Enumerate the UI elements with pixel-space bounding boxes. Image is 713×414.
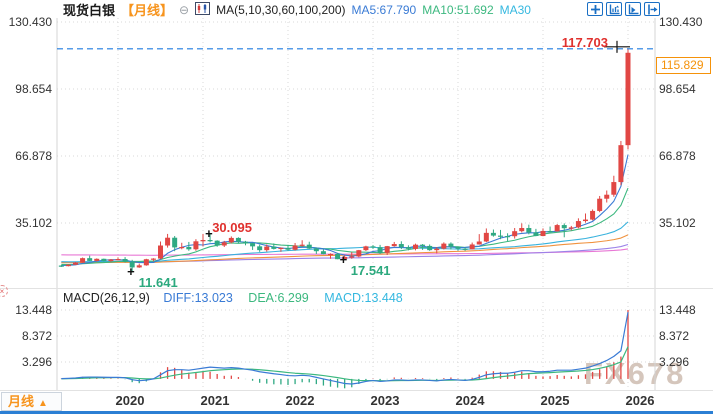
high-price-annotation: 117.703 [561, 34, 608, 50]
ma-settings-label: MA(5,10,30,60,100,200) [216, 2, 346, 17]
macd-axis-label-right: 13.448 [659, 303, 696, 318]
y-axis-label-right: 98.654 [659, 81, 696, 96]
x-axis-label: 2021 [200, 393, 230, 408]
y-axis-label-left: 98.654 [15, 81, 52, 96]
macd-indicator-label[interactable]: MACD(26,12,9) [63, 291, 150, 305]
axis-zoom-in-button[interactable] [606, 2, 622, 16]
macd-dea-value: DEA:6.299 [248, 291, 309, 305]
kline-style-icon[interactable] [195, 1, 211, 18]
extreme-point-marker: + [339, 251, 348, 267]
macd-axis-label-right: 3.296 [659, 355, 690, 370]
last-price-tag: 115.829 [656, 56, 711, 74]
x-axis-label: 2024 [455, 393, 485, 408]
macd-macd-value: MACD:13.448 [324, 291, 403, 305]
indicator-settings-icon[interactable]: ⊖ [179, 2, 190, 17]
period-selector[interactable]: 月线 ▲ [1, 392, 62, 411]
y-axis-label-right: 130.430 [659, 15, 703, 29]
y-axis-label-right: 35.102 [659, 215, 696, 230]
indicator-handle-icon[interactable]: × [0, 285, 8, 297]
macd-axis-label-left: 3.296 [21, 355, 52, 370]
trough-annotation: 17.541 [350, 262, 391, 278]
x-axis-label: 2026 [625, 393, 655, 408]
ma30-value: MA30 [499, 2, 531, 17]
x-axis-label: 2025 [540, 393, 570, 408]
ma10-value: MA10:51.692 [422, 2, 494, 17]
extreme-point-marker: + [205, 225, 213, 241]
axis-zoom-out-button[interactable] [625, 2, 641, 16]
symbol-title: 现货白银 [63, 3, 116, 18]
macd-axis-label-left: 13.448 [15, 303, 52, 318]
chart-header: 现货白银 【月线】 ⊖ MA(5,10,30,60,100,200) MA5:6… [63, 1, 531, 18]
macd-diff-value: DIFF:13.023 [163, 291, 233, 305]
pan-right-button[interactable] [644, 2, 660, 16]
bottom-border [0, 411, 713, 414]
ma5-value: MA5:67.790 [351, 2, 417, 17]
y-axis-label-left: 130.430 [8, 15, 52, 29]
move-chart-button[interactable] [587, 2, 603, 16]
x-axis-label: 2023 [370, 393, 400, 408]
extreme-point-marker: + [127, 264, 135, 280]
macd-axis-label-right: 8.372 [659, 329, 690, 344]
macd-axis-label-left: 8.372 [21, 329, 52, 344]
y-axis-label-left: 66.878 [15, 148, 52, 163]
peak-annotation: 30.095 [212, 219, 252, 235]
y-axis-label-left: 35.102 [15, 215, 52, 230]
x-axis-label: 2020 [115, 393, 145, 408]
y-axis-label-right: 66.878 [659, 148, 696, 163]
x-axis-label: 2022 [285, 393, 315, 408]
period-tag[interactable]: 【月线】 [121, 3, 174, 18]
period-selector-label: 月线 [8, 394, 35, 409]
trough-annotation: 11.641 [138, 275, 178, 291]
macd-header: MACD(26,12,9) DIFF:13.023 DEA:6.299 MACD… [63, 291, 403, 305]
chart-toolbar [587, 2, 660, 16]
triangle-up-icon: ▲ [38, 398, 48, 409]
